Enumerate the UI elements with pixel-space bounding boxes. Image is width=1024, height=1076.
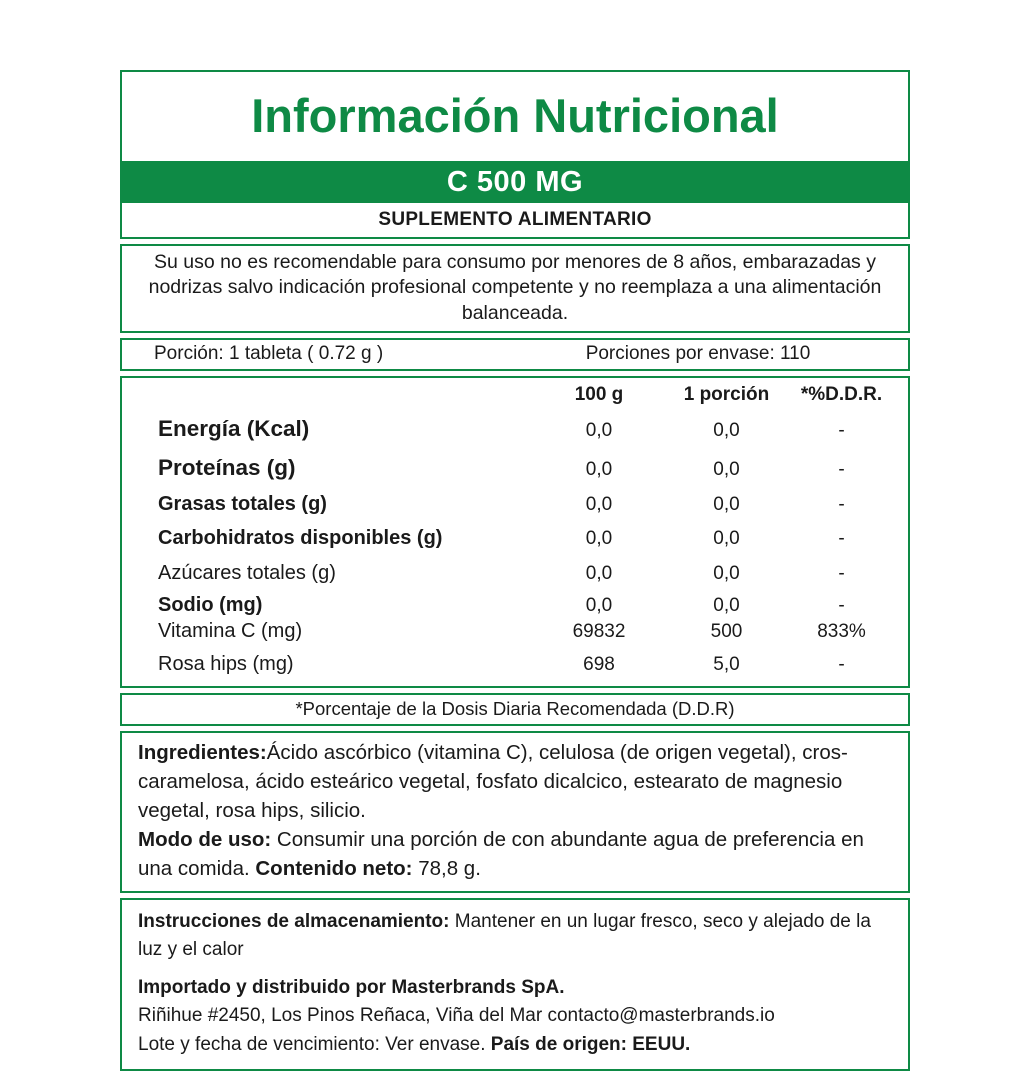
table-header-row: 100 g 1 porción *%D.D.R. — [122, 380, 908, 406]
row-label: Azúcares totales (g) — [158, 562, 336, 585]
ddr-footnote: *Porcentaje de la Dosis Diaria Recomenda… — [295, 698, 735, 720]
value-100g: 0,0 — [585, 528, 613, 550]
storage-text: Mantener en un lugar fresco, seco y alej… — [138, 910, 871, 961]
usage-paragraph: Modo de uso: Consumir una porción de con… — [138, 825, 894, 883]
ddr-footnote-box: *Porcentaje de la Dosis Diaria Recomenda… — [120, 693, 910, 727]
table-row-vitamina-c: Vitamina C (mg) 69832 500 833% — [122, 617, 908, 643]
value-portion: 0,0 — [713, 528, 740, 550]
value-ddr: - — [838, 528, 845, 550]
importer-address: Riñihue #2450, Los Pinos Reñaca, Viña de… — [138, 1005, 775, 1027]
value-ddr: - — [838, 563, 845, 585]
value-ddr: 833% — [817, 621, 866, 643]
table-row-rosa-hips: Rosa hips (mg) 698 5,0 - — [122, 643, 908, 676]
usage-text: Consumir una porción de con abundante ag… — [138, 828, 864, 881]
lot-paragraph: Lote y fecha de vencimiento: Ver envase.… — [138, 1031, 894, 1060]
nutrition-table: 100 g 1 porción *%D.D.R. Energía (Kcal) … — [120, 376, 910, 689]
table-row-proteinas: Proteínas (g) 0,0 0,0 - — [122, 442, 908, 481]
storage-paragraph: Instrucciones de almacenamiento: Mantene… — [138, 908, 894, 965]
value-portion: 0,0 — [713, 563, 740, 585]
value-portion: 0,0 — [713, 420, 740, 442]
ingredients-label: Ingredientes: — [138, 741, 267, 765]
lot-text: Lote y fecha de vencimiento: Ver envase. — [138, 1033, 491, 1055]
table-row-carbohidratos: Carbohidratos disponibles (g) 0,0 0,0 - — [122, 516, 908, 550]
value-ddr: - — [838, 459, 845, 481]
value-portion: 500 — [710, 621, 743, 643]
importer-text: Importado y distribuido por Masterbrands… — [138, 976, 565, 998]
row-label: Grasas totales (g) — [158, 493, 327, 516]
ingredients-text: Ácido ascórbico (vitamina C), celulosa (… — [138, 741, 848, 823]
value-portion: 0,0 — [713, 595, 740, 617]
usage-label: Modo de uso: — [138, 828, 272, 852]
nutrition-label: Información Nutricional C 500 MG SUPLEME… — [120, 70, 910, 1076]
value-100g: 69832 — [572, 621, 626, 643]
product-name-band: C 500 MG — [120, 161, 910, 203]
table-row-grasas: Grasas totales (g) 0,0 0,0 - — [122, 481, 908, 516]
footer-box: Instrucciones de almacenamiento: Mantene… — [120, 897, 910, 1072]
origin-text: País de origen: EEUU. — [490, 1033, 691, 1055]
supplement-type: SUPLEMENTO ALIMENTARIO — [378, 209, 652, 230]
value-100g: 0,0 — [585, 494, 613, 516]
product-name: C 500 MG — [446, 165, 584, 198]
col-header-100g: 100 g — [574, 384, 624, 406]
table-row-energia: Energía (Kcal) 0,0 0,0 - — [122, 406, 908, 442]
title-area: Información Nutricional — [122, 72, 908, 161]
ingredients-box: Ingredientes:Ácido ascórbico (vitamina C… — [120, 731, 910, 893]
servings-per-container: Porciones por envase: 110 — [585, 343, 811, 365]
header-box: Información Nutricional C 500 MG SUPLEME… — [120, 70, 910, 239]
col-header-ddr: *%D.D.R. — [800, 384, 883, 406]
table-row-azucares: Azúcares totales (g) 0,0 0,0 - — [122, 550, 908, 585]
value-portion: 5,0 — [713, 654, 740, 676]
net-content-label: Contenido neto: — [255, 857, 413, 881]
value-ddr: - — [838, 420, 845, 442]
serving-box: Porción: 1 tableta ( 0.72 g ) Porciones … — [120, 338, 910, 372]
value-ddr: - — [838, 595, 845, 617]
row-label: Proteínas (g) — [158, 455, 296, 481]
value-100g: 0,0 — [585, 459, 613, 481]
portion-size: Porción: 1 tableta ( 0.72 g ) — [154, 343, 384, 365]
row-label: Energía (Kcal) — [158, 416, 310, 442]
value-ddr: - — [838, 654, 845, 676]
row-label: Carbohidratos disponibles (g) — [158, 527, 443, 550]
row-label: Rosa hips (mg) — [158, 653, 294, 676]
value-portion: 0,0 — [713, 459, 740, 481]
value-100g: 0,0 — [585, 420, 613, 442]
page-title: Información Nutricional — [251, 89, 779, 142]
row-label: Vitamina C (mg) — [158, 620, 303, 643]
row-label: Sodio (mg) — [158, 594, 263, 617]
value-100g: 0,0 — [585, 595, 613, 617]
net-content-value: 78,8 g. — [412, 857, 481, 881]
value-ddr: - — [838, 494, 845, 516]
table-row-sodio: Sodio (mg) 0,0 0,0 - — [122, 585, 908, 617]
col-header-portion: 1 porción — [683, 384, 770, 406]
value-100g: 698 — [583, 654, 615, 676]
value-portion: 0,0 — [713, 494, 740, 516]
storage-label: Instrucciones de almacenamiento: — [138, 910, 450, 932]
warning-text: Su uso no es recomendable para consumo p… — [148, 251, 882, 324]
warning-box: Su uso no es recomendable para consumo p… — [120, 244, 910, 334]
ingredients-paragraph: Ingredientes:Ácido ascórbico (vitamina C… — [138, 738, 894, 825]
value-100g: 0,0 — [585, 563, 613, 585]
